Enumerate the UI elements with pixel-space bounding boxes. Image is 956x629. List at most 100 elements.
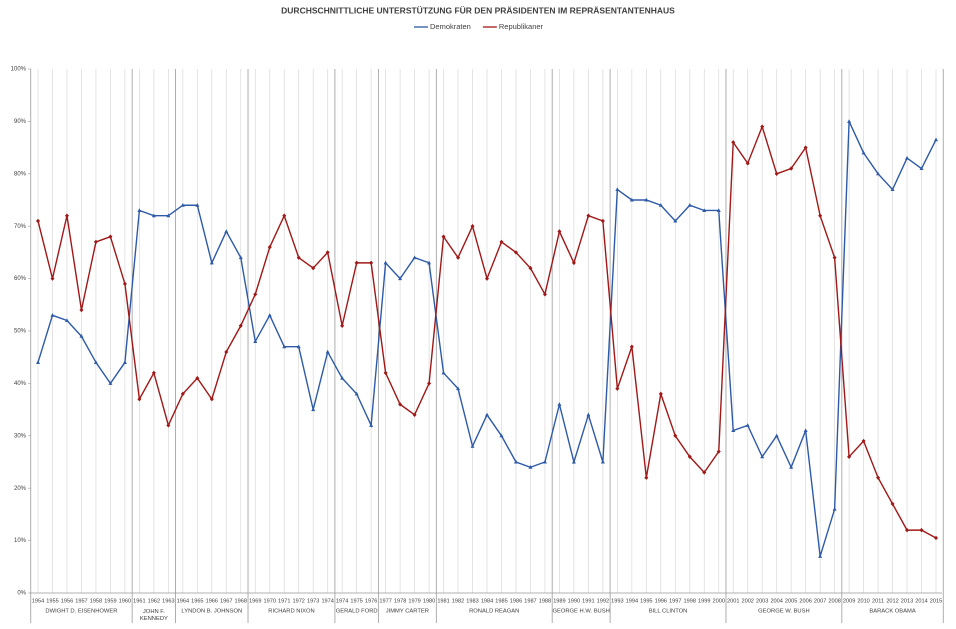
series-marker: [122, 281, 127, 287]
series-marker: [238, 255, 243, 260]
series-marker: [485, 276, 489, 281]
x-tick-label: 2002: [741, 598, 753, 604]
x-tick-label: 1982: [452, 598, 464, 604]
x-tick-label: 1992: [597, 598, 609, 604]
series-marker: [456, 255, 461, 260]
series-marker: [151, 213, 156, 218]
x-tick-label: 1987: [524, 598, 536, 604]
series-marker: [687, 454, 692, 459]
x-tick-label: 1973: [307, 598, 319, 604]
series-marker: [224, 349, 229, 355]
series-marker: [615, 386, 620, 391]
series-marker: [702, 208, 707, 212]
series-marker: [93, 239, 98, 245]
x-tick-label: 1961: [133, 598, 145, 604]
legend-label: Demokraten: [430, 22, 471, 31]
series-marker: [267, 244, 272, 250]
series-marker: [890, 187, 895, 192]
series-marker: [774, 171, 779, 176]
series-marker: [934, 137, 938, 142]
series-marker: [108, 234, 113, 239]
president-label: DWIGHT D. EISENHOWER: [45, 609, 117, 615]
series-marker: [644, 475, 649, 480]
x-tick-label: 1957: [75, 598, 87, 604]
series-marker: [137, 208, 142, 212]
series-marker: [427, 381, 432, 386]
x-tick-label: 1968: [235, 598, 247, 604]
y-tick-label: 30%: [14, 433, 27, 439]
series-marker: [64, 213, 69, 218]
x-tick-label: 1999: [698, 598, 710, 604]
series-marker: [325, 349, 330, 354]
x-tick-label: 1959: [104, 598, 116, 604]
series-marker: [557, 402, 562, 406]
series-marker: [36, 360, 40, 364]
series-marker: [673, 433, 678, 438]
series-marker: [79, 334, 84, 338]
series-marker: [615, 187, 620, 192]
x-tick-label: 2008: [828, 598, 840, 604]
x-tick-label: 2006: [799, 598, 811, 604]
series-marker: [832, 255, 837, 260]
series-marker: [600, 218, 605, 224]
x-tick-label: 1998: [684, 598, 696, 604]
series-marker: [658, 391, 663, 397]
series-marker: [151, 370, 156, 376]
legend-label: Republikaner: [499, 22, 544, 31]
series-marker: [50, 313, 55, 317]
series-marker: [340, 323, 345, 328]
x-tick-label: 1994: [626, 598, 638, 604]
x-tick-label: 1972: [292, 598, 304, 604]
series-marker: [180, 391, 185, 397]
series-marker: [499, 239, 504, 245]
y-tick-label: 0%: [17, 591, 26, 597]
president-label-line: KENNEDY: [140, 616, 168, 622]
series-marker: [50, 276, 55, 281]
series-marker: [267, 313, 272, 317]
series-marker: [731, 140, 736, 145]
x-tick-label: 1985: [495, 598, 507, 604]
series-marker: [195, 375, 200, 381]
series-marker: [557, 229, 562, 234]
x-tick-label: 1965: [191, 598, 203, 604]
series-marker: [253, 339, 258, 343]
series-marker: [180, 203, 185, 207]
x-tick-label: 2000: [713, 598, 725, 604]
x-tick-label: 1984: [481, 598, 493, 604]
y-tick-label: 80%: [14, 171, 27, 177]
series-marker: [441, 234, 446, 239]
series-marker: [513, 250, 518, 255]
x-tick-label: 1977: [379, 598, 391, 604]
x-tick-label: 2011: [872, 598, 884, 604]
series-marker: [369, 260, 374, 266]
series-marker: [702, 470, 707, 475]
series-marker: [774, 433, 779, 438]
x-tick-label: 1958: [90, 598, 102, 604]
y-tick-label: 10%: [14, 538, 27, 544]
x-tick-label: 1974: [336, 598, 348, 604]
x-tick-label: 1969: [249, 598, 261, 604]
series-marker: [282, 213, 287, 218]
x-tick-label: 1975: [350, 598, 362, 604]
x-tick-label: 2009: [843, 598, 855, 604]
y-tick-label: 100%: [11, 67, 27, 73]
series-marker: [282, 344, 287, 349]
series-marker: [629, 344, 634, 349]
x-tick-label: 1954: [32, 598, 44, 604]
series-marker: [209, 396, 214, 402]
x-tick-label: 2003: [756, 598, 768, 604]
series-marker: [485, 412, 489, 417]
x-tick-label: 1963: [162, 598, 174, 604]
series-marker: [919, 166, 924, 171]
series-marker: [253, 292, 258, 297]
x-tick-label: 1964: [177, 598, 189, 604]
x-tick-label: 1980: [423, 598, 435, 604]
series-marker: [934, 535, 938, 541]
series-marker: [296, 344, 301, 349]
series-marker: [195, 203, 200, 207]
series-marker: [832, 506, 837, 511]
series-marker: [919, 527, 924, 533]
x-tick-label: 2004: [770, 598, 782, 604]
series-marker: [166, 213, 171, 218]
